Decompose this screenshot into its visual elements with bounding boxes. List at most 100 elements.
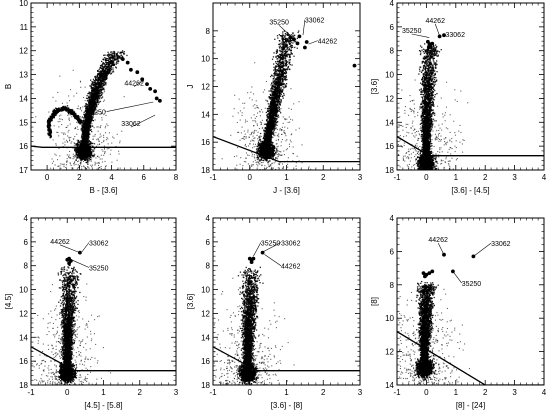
field-star	[119, 167, 121, 169]
field-star	[86, 159, 89, 161]
field-star	[109, 57, 111, 60]
field-star	[55, 143, 57, 145]
field-star	[85, 122, 87, 125]
field-star	[93, 154, 95, 156]
field-star	[87, 105, 89, 107]
field-star	[116, 159, 118, 161]
field-star	[89, 122, 91, 124]
field-star	[70, 136, 72, 138]
field-star	[278, 43, 280, 46]
field-star	[93, 97, 96, 99]
field-star	[62, 108, 64, 111]
field-star	[70, 113, 73, 115]
field-star	[93, 80, 95, 82]
field-star	[84, 129, 86, 131]
field-star	[106, 74, 109, 76]
field-star	[92, 119, 94, 121]
field-star	[65, 126, 67, 128]
field-star	[89, 125, 91, 127]
field-star	[88, 119, 90, 122]
field-star	[283, 43, 285, 46]
star-label: 35250	[86, 110, 106, 117]
field-star	[94, 133, 96, 135]
field-star	[72, 114, 75, 116]
field-star	[98, 85, 100, 87]
field-star	[88, 160, 90, 162]
field-star	[59, 155, 61, 157]
field-star	[67, 107, 70, 109]
field-star	[87, 166, 89, 168]
field-star	[110, 68, 113, 71]
field-star	[93, 93, 95, 95]
field-star	[288, 48, 290, 50]
field-star	[89, 143, 92, 145]
field-star	[89, 92, 91, 94]
field-star	[76, 168, 78, 170]
field-star	[93, 84, 96, 86]
field-star	[103, 89, 105, 91]
field-star	[84, 115, 86, 117]
field-star	[87, 141, 89, 143]
field-star	[86, 141, 88, 143]
field-star	[99, 98, 101, 100]
field-star	[78, 148, 80, 150]
field-star	[86, 125, 88, 127]
field-star	[90, 117, 93, 119]
field-star	[84, 131, 86, 134]
field-star	[85, 161, 87, 163]
field-star	[63, 138, 65, 140]
field-star	[102, 73, 104, 75]
field-star	[52, 113, 54, 115]
field-star	[50, 167, 52, 169]
field-star	[83, 155, 85, 157]
field-star	[92, 87, 94, 89]
field-star	[93, 85, 96, 88]
field-star	[100, 125, 102, 127]
field-star	[88, 139, 90, 142]
field-star	[271, 82, 273, 84]
field-star	[117, 62, 119, 64]
field-star	[57, 131, 59, 133]
field-star	[80, 140, 82, 142]
field-star	[87, 124, 90, 127]
field-star	[98, 86, 100, 88]
field-star	[78, 144, 80, 146]
field-star	[86, 129, 88, 131]
field-star	[88, 135, 90, 137]
field-star	[65, 164, 67, 166]
field-star	[53, 113, 55, 115]
field-star	[105, 166, 107, 168]
field-star	[90, 100, 92, 102]
field-star	[95, 95, 97, 97]
field-star	[76, 92, 78, 94]
field-star	[90, 96, 93, 98]
field-star	[110, 60, 112, 62]
field-star	[110, 65, 112, 67]
field-star	[86, 122, 88, 125]
field-star	[94, 107, 97, 109]
field-star	[109, 62, 112, 65]
field-star	[102, 68, 105, 70]
field-star	[82, 148, 84, 150]
field-star	[88, 115, 90, 117]
field-star	[69, 162, 71, 164]
field-star	[81, 120, 83, 122]
field-star	[85, 145, 87, 147]
field-star	[62, 142, 64, 144]
field-star	[94, 81, 96, 83]
field-star	[92, 84, 94, 86]
field-star	[93, 96, 95, 98]
field-star	[87, 139, 89, 141]
field-star	[52, 139, 54, 141]
field-star	[73, 162, 75, 164]
field-star	[61, 119, 63, 121]
field-star	[68, 113, 70, 115]
field-star	[87, 129, 89, 132]
field-star	[100, 154, 102, 156]
field-star	[85, 121, 87, 123]
field-star	[95, 82, 97, 84]
field-star	[102, 84, 105, 86]
field-star	[120, 57, 122, 59]
field-star	[98, 72, 100, 75]
field-star	[85, 135, 87, 137]
